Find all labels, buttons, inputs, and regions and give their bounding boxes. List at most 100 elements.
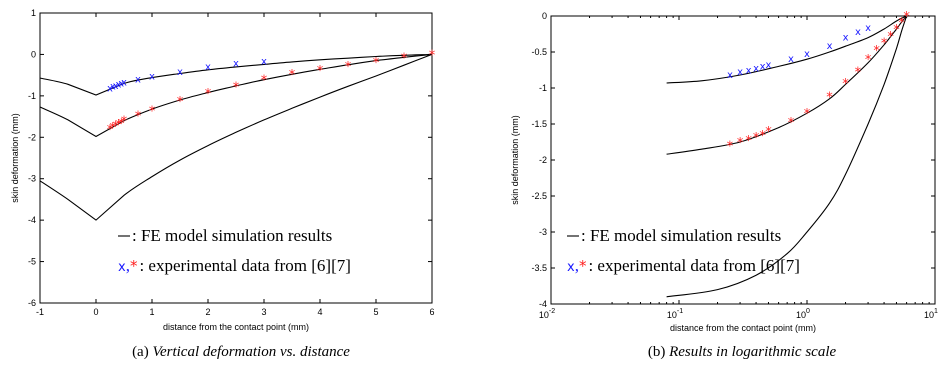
y-tick-label: -1 <box>539 83 547 93</box>
x-tick-exponent: -1 <box>677 308 683 315</box>
legend-experimental-label: : experimental data from [6][7] <box>139 256 350 275</box>
x-tick-base: 10 <box>924 310 934 320</box>
data-point-star: * <box>765 125 772 140</box>
data-point-star: * <box>115 118 122 133</box>
fe-model-curve-3 <box>666 15 908 298</box>
y-tick-label: 0 <box>31 49 36 59</box>
caption-label: (b) <box>648 344 669 360</box>
data-point-star: * <box>112 120 119 135</box>
panel-b-chart: 10-2 10-1 100 1010-0.5-1-1.5-2-2.5-3-3.5-4d… <box>510 10 938 360</box>
data-point-x: x <box>737 67 743 78</box>
y-tick-label: 1 <box>31 8 36 18</box>
x-tick-exponent: -2 <box>549 308 555 315</box>
data-point-x: x <box>118 78 124 89</box>
legend-x-marker: x <box>118 260 126 275</box>
x-tick-base: 10 <box>796 310 806 320</box>
x-tick-label: 1 <box>149 307 154 317</box>
x-tick-label: 10-2 <box>539 308 555 320</box>
fe-model-curve-3 <box>39 53 433 221</box>
y-tick-label: -1 <box>28 91 36 101</box>
y-tick-label: -3.5 <box>531 263 547 273</box>
data-point-x: x <box>115 80 121 91</box>
data-point-star: * <box>881 37 888 52</box>
x-tick-exponent: 1 <box>934 308 938 315</box>
data-point-x: x <box>843 33 849 44</box>
data-point-x: x <box>261 56 267 67</box>
legend-star-marker: * <box>579 257 587 275</box>
fe-model-curve-2 <box>666 15 908 155</box>
legend-star-marker: * <box>130 257 138 275</box>
data-point-star: * <box>826 91 833 106</box>
data-point-x: x <box>110 82 116 93</box>
y-tick-label: -2 <box>28 132 36 142</box>
data-point-star: * <box>107 123 114 138</box>
data-point-star: * <box>121 115 128 130</box>
data-point-star: * <box>110 121 117 136</box>
data-point-x: x <box>107 83 113 94</box>
data-point-x: x <box>760 61 766 72</box>
data-point-star: * <box>345 60 352 75</box>
data-point-star: * <box>842 77 849 92</box>
data-point-x: x <box>753 64 759 75</box>
legend-model-label: : FE model simulation results <box>581 226 781 245</box>
data-point-star: * <box>855 65 862 80</box>
legend-model-label: : FE model simulation results <box>132 226 332 245</box>
data-point-star: * <box>873 44 880 59</box>
legend-experimental-label: : experimental data from [6][7] <box>588 256 799 275</box>
data-point-star: * <box>429 48 436 63</box>
data-point-star: * <box>177 95 184 110</box>
data-point-x: x <box>788 54 794 65</box>
y-tick-label: -2 <box>539 155 547 165</box>
data-point-star: * <box>759 129 766 144</box>
y-tick-label: -5 <box>28 257 36 267</box>
y-axis-label: skin deformation (mm) <box>510 115 520 205</box>
y-axis-label: skin deformation (mm) <box>10 113 20 203</box>
data-point-star: * <box>753 131 760 146</box>
figure-caption: (a) Vertical deformation vs. distance <box>132 344 350 360</box>
data-point-star: * <box>903 10 910 25</box>
caption-text: Vertical deformation vs. distance <box>152 344 350 360</box>
x-tick-label: 10-1 <box>667 308 683 320</box>
x-tick-base: 10 <box>667 310 677 320</box>
data-point-x: x <box>149 71 155 82</box>
y-tick-label: -4 <box>28 215 36 225</box>
caption-label: (a) <box>132 344 152 360</box>
panel-a-chart: -1 0 1 2 3 4 5 6 1 0 -1 -2 -3 -4 -5 -6 distance from the… <box>10 8 436 360</box>
x-tick-label: 100 <box>796 308 810 320</box>
y-tick-label: -3 <box>539 227 547 237</box>
y-tick-label: 0 <box>542 11 547 21</box>
y-tick-label: -0.5 <box>531 47 547 57</box>
data-point-x: x <box>865 23 871 34</box>
data-point-star: * <box>261 73 268 88</box>
figure-caption: (b) Results in logarithmic scale <box>648 344 837 360</box>
data-point-x: x <box>804 49 810 60</box>
data-point-star: * <box>233 80 240 95</box>
legend-x-marker: x <box>567 260 575 275</box>
x-tick-label: -1 <box>36 307 44 317</box>
data-point-x: x <box>746 66 752 77</box>
data-point-x: x <box>855 27 861 38</box>
data-point-star: * <box>317 64 324 79</box>
legend-marker-separator: , <box>126 256 130 275</box>
x-tick-label: 5 <box>373 307 378 317</box>
data-point-x: x <box>766 60 772 71</box>
data-point-x: x <box>205 62 211 73</box>
data-point-star: * <box>149 104 156 119</box>
data-point-star: * <box>373 56 380 71</box>
fe-model-curve-2 <box>39 53 433 138</box>
fe-model-curve-1 <box>39 53 433 96</box>
data-point-x: x <box>113 81 119 92</box>
caption-text: Results in logarithmic scale <box>668 344 836 360</box>
data-point-star: * <box>727 140 734 155</box>
data-point-star: * <box>737 136 744 151</box>
data-point-star: * <box>865 53 872 68</box>
data-point-star: * <box>788 116 795 131</box>
x-tick-label: 101 <box>924 308 938 320</box>
x-axis-label: distance from the contact point (mm) <box>163 322 309 332</box>
fe-model-curve-1 <box>666 15 907 84</box>
data-point-star: * <box>118 117 125 132</box>
legend-experimental: x,*: experimental data from [6][7] <box>567 256 800 275</box>
data-point-star: * <box>745 134 752 149</box>
data-point-x: x <box>177 67 183 78</box>
